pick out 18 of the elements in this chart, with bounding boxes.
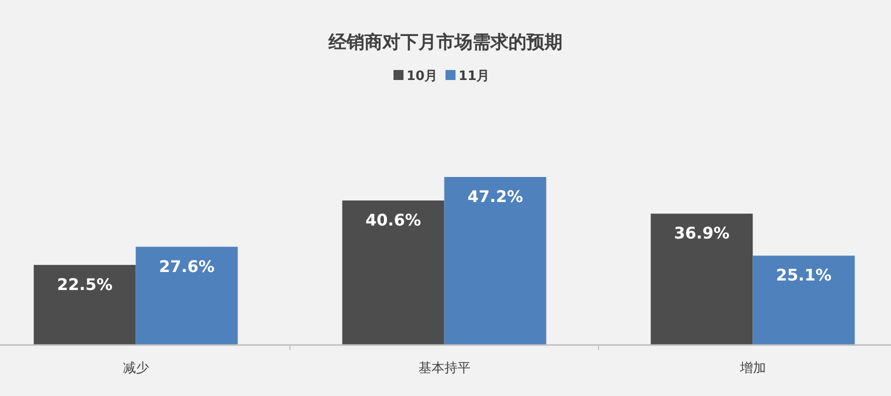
bar xyxy=(444,177,546,345)
data-label: 47.2% xyxy=(467,187,524,206)
bar xyxy=(342,200,444,345)
data-label: 27.6% xyxy=(158,256,215,276)
bar xyxy=(34,264,136,345)
x-tick-label: 增加 xyxy=(738,361,766,376)
data-label: 36.9% xyxy=(674,224,730,243)
data-label: 22.5% xyxy=(56,274,113,294)
legend-label: 10月 xyxy=(406,69,438,84)
x-tick-label: 减少 xyxy=(122,361,149,376)
data-label: 25.1% xyxy=(776,266,832,285)
bar xyxy=(650,214,753,345)
chart-title: 经销商对下月市场需求的预期 xyxy=(328,32,562,53)
x-tick-label: 基本持平 xyxy=(418,361,470,376)
legend-label: 11月 xyxy=(458,69,490,84)
data-label: 40.6% xyxy=(365,210,422,230)
bar xyxy=(136,246,238,345)
bar xyxy=(752,256,855,345)
